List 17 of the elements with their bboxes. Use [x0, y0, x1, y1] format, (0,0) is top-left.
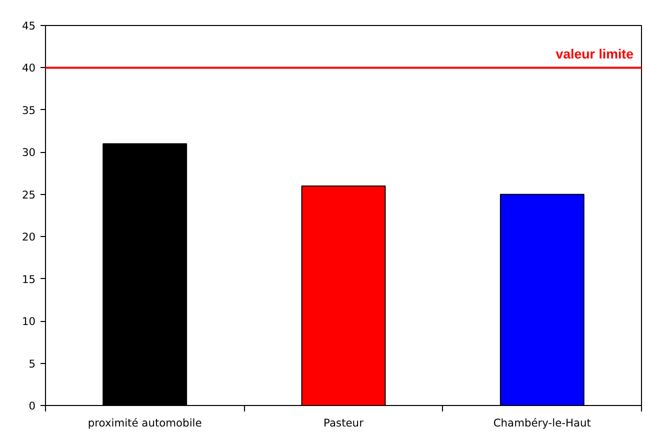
y-tick-label: 15	[22, 272, 36, 286]
bar	[500, 194, 584, 406]
bar	[301, 185, 386, 406]
y-tick-label: 0	[28, 400, 36, 412]
ref-line-label: valeur limite	[556, 46, 634, 62]
x-tick-label: Pasteur	[324, 416, 364, 430]
y-tick-label: 5	[28, 357, 36, 370]
y-tick-label: 35	[22, 104, 36, 117]
bar	[102, 143, 188, 406]
y-tick-label: 45	[22, 20, 36, 32]
x-tick-label: proximité automobile	[88, 416, 202, 430]
y-tick-label: 30	[22, 146, 36, 160]
y-tick-label: 10	[22, 315, 36, 328]
y-tick-label: 40	[22, 62, 36, 75]
x-tick-label: Chambéry-le-Haut	[493, 416, 591, 430]
y-tick-label: 20	[22, 230, 36, 244]
y-tick-label: 25	[22, 188, 36, 202]
